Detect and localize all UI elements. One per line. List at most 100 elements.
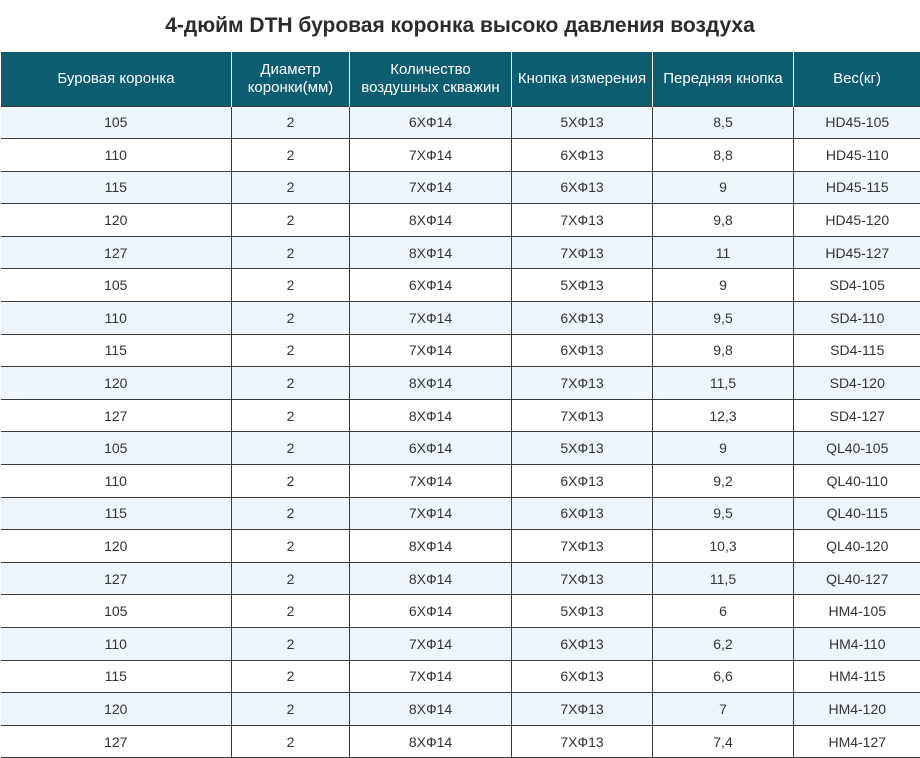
table-cell: 12,3: [653, 399, 794, 432]
table-cell: SD4-127: [794, 399, 920, 432]
table-cell: 9: [653, 432, 794, 465]
table-cell: QL40-115: [794, 497, 920, 530]
table-cell: 105: [1, 432, 232, 465]
column-header-gauge-button: Кнопка измерения: [512, 52, 653, 106]
table-cell: 8XФ14: [350, 236, 512, 269]
table-cell: 2: [232, 236, 350, 269]
table-cell: 8XФ14: [350, 725, 512, 758]
table-cell: HD45-105: [794, 106, 920, 139]
table-cell: HD45-127: [794, 236, 920, 269]
table-cell: 2: [232, 269, 350, 302]
table-cell: SD4-120: [794, 367, 920, 400]
table-cell: 7XФ13: [512, 204, 653, 237]
table-cell: 127: [1, 399, 232, 432]
table-cell: HM4-127: [794, 725, 920, 758]
table-cell: 120: [1, 204, 232, 237]
table-cell: 115: [1, 660, 232, 693]
table-cell: 115: [1, 171, 232, 204]
table-cell: HD45-120: [794, 204, 920, 237]
table-cell: HM4-105: [794, 595, 920, 628]
table-cell: HM4-115: [794, 660, 920, 693]
table-cell: 7XФ14: [350, 497, 512, 530]
table-cell: 2: [232, 660, 350, 693]
table-cell: HD45-115: [794, 171, 920, 204]
table-cell: 110: [1, 465, 232, 498]
table-cell: 8XФ14: [350, 367, 512, 400]
table-cell: 2: [232, 725, 350, 758]
table-cell: QL40-110: [794, 465, 920, 498]
table-cell: 11,5: [653, 367, 794, 400]
column-header-drill-bit: Буровая коронка: [1, 52, 232, 106]
table-cell: 2: [232, 302, 350, 335]
table-cell: 115: [1, 497, 232, 530]
table-cell: 120: [1, 530, 232, 563]
table-cell: 9,5: [653, 302, 794, 335]
column-header-label: Количество: [390, 61, 471, 78]
table-cell: 7XФ14: [350, 334, 512, 367]
table-cell: 7XФ13: [512, 693, 653, 726]
table-cell: 11: [653, 236, 794, 269]
table-cell: 2: [232, 530, 350, 563]
table-cell: 8XФ14: [350, 399, 512, 432]
table-cell: 8,5: [653, 106, 794, 139]
table-cell: 7XФ13: [512, 367, 653, 400]
table-cell: SD4-105: [794, 269, 920, 302]
column-header-label: Вес(кг): [833, 70, 881, 87]
table-cell: QL40-105: [794, 432, 920, 465]
table-cell: 6XФ13: [512, 465, 653, 498]
table-cell: 2: [232, 465, 350, 498]
table-cell: 7XФ13: [512, 530, 653, 563]
column-header-label: Буровая коронка: [57, 70, 174, 87]
column-header-label: воздушных скважин: [361, 79, 499, 96]
table-cell: 105: [1, 269, 232, 302]
table-cell: 6XФ13: [512, 497, 653, 530]
table-cell: 127: [1, 725, 232, 758]
table-cell: 6XФ13: [512, 171, 653, 204]
table-cell: 6XФ14: [350, 106, 512, 139]
table-cell: 2: [232, 399, 350, 432]
table-cell: 2: [232, 628, 350, 661]
table-cell: 2: [232, 497, 350, 530]
table-cell: 115: [1, 334, 232, 367]
table-cell: 6XФ14: [350, 595, 512, 628]
column-header-label: коронки(мм): [248, 79, 334, 96]
table-cell: 9,8: [653, 334, 794, 367]
table-cell: 2: [232, 139, 350, 172]
column-header-label: Диаметр: [260, 61, 320, 78]
table-cell: 6,6: [653, 660, 794, 693]
table-cell: 9: [653, 269, 794, 302]
table-cell: 6XФ14: [350, 432, 512, 465]
table-cell: 9,8: [653, 204, 794, 237]
table-cell: 2: [232, 334, 350, 367]
table-cell: 2: [232, 204, 350, 237]
table-cell: SD4-115: [794, 334, 920, 367]
table-cell: 7XФ14: [350, 139, 512, 172]
table-cell: 6XФ13: [512, 334, 653, 367]
table-cell: 6XФ13: [512, 139, 653, 172]
page-title: 4-дюйм DTH буровая коронка высоко давлен…: [0, 0, 920, 52]
table-cell: 6: [653, 595, 794, 628]
column-header-front-button: Передняя кнопка: [653, 52, 794, 106]
table-cell: 10,3: [653, 530, 794, 563]
table-cell: 8XФ14: [350, 562, 512, 595]
table-cell: 8,8: [653, 139, 794, 172]
table-cell: 6XФ13: [512, 628, 653, 661]
table-cell: 5XФ13: [512, 269, 653, 302]
column-header-weight: Вес(кг): [794, 52, 920, 106]
